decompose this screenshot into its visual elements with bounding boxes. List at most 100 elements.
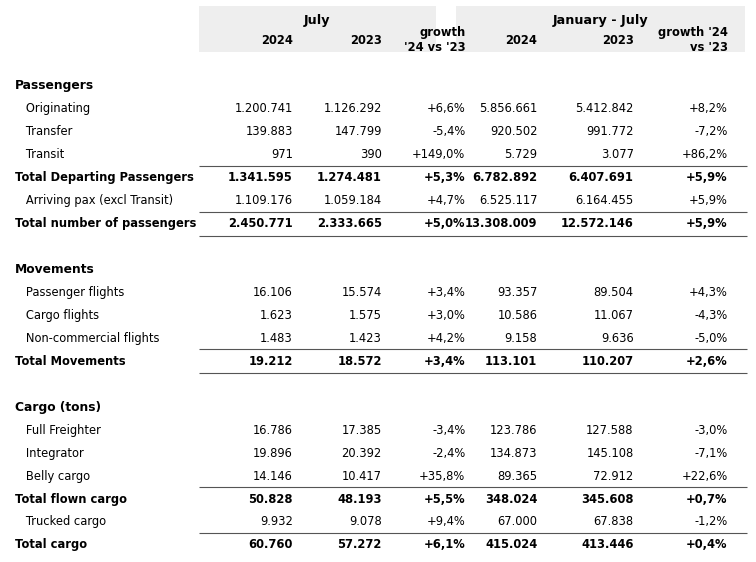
Text: Cargo flights: Cargo flights <box>15 309 99 322</box>
Text: 48.193: 48.193 <box>337 492 382 505</box>
Text: 16.106: 16.106 <box>253 286 293 299</box>
Text: Arriving pax (excl Transit): Arriving pax (excl Transit) <box>15 194 173 207</box>
Text: Total Departing Passengers: Total Departing Passengers <box>15 171 194 184</box>
Text: Transit: Transit <box>15 148 64 161</box>
Text: Passenger flights: Passenger flights <box>15 286 124 299</box>
Text: 13.308.009: 13.308.009 <box>465 217 538 230</box>
Text: Integrator: Integrator <box>15 447 84 460</box>
Text: 9.932: 9.932 <box>260 515 293 528</box>
Text: growth '24
vs '23: growth '24 vs '23 <box>658 26 728 54</box>
Text: +4,2%: +4,2% <box>426 332 466 345</box>
Text: +35,8%: +35,8% <box>419 470 466 483</box>
Text: Transfer: Transfer <box>15 125 73 138</box>
Text: 1.109.176: 1.109.176 <box>234 194 293 207</box>
Text: 971: 971 <box>271 148 293 161</box>
Text: +86,2%: +86,2% <box>682 148 728 161</box>
Text: -3,4%: -3,4% <box>432 424 466 437</box>
Text: 9.078: 9.078 <box>349 515 382 528</box>
Text: Total number of passengers: Total number of passengers <box>15 217 197 230</box>
Text: 5.856.661: 5.856.661 <box>479 102 538 115</box>
Text: 50.828: 50.828 <box>248 492 293 505</box>
Text: Movements: Movements <box>15 263 94 276</box>
Text: Full Freighter: Full Freighter <box>15 424 101 437</box>
Text: 5.412.842: 5.412.842 <box>575 102 634 115</box>
Text: 14.146: 14.146 <box>253 470 293 483</box>
Text: 2024: 2024 <box>506 34 538 47</box>
Text: 113.101: 113.101 <box>485 355 538 368</box>
Text: -3,0%: -3,0% <box>695 424 728 437</box>
Text: 89.504: 89.504 <box>593 286 634 299</box>
Text: 67.838: 67.838 <box>593 515 634 528</box>
Text: +3,4%: +3,4% <box>426 286 466 299</box>
Text: +3,0%: +3,0% <box>426 309 466 322</box>
Text: Total cargo: Total cargo <box>15 538 87 551</box>
Text: 1.423: 1.423 <box>349 332 382 345</box>
Text: +5,5%: +5,5% <box>424 492 466 505</box>
Text: Total flown cargo: Total flown cargo <box>15 492 127 505</box>
Text: 5.729: 5.729 <box>504 148 538 161</box>
Text: 134.873: 134.873 <box>490 447 538 460</box>
Text: 2.450.771: 2.450.771 <box>228 217 293 230</box>
Text: 147.799: 147.799 <box>334 125 382 138</box>
Text: 93.357: 93.357 <box>497 286 538 299</box>
Text: 9.636: 9.636 <box>601 332 634 345</box>
Text: 1.200.741: 1.200.741 <box>234 102 293 115</box>
Text: 139.883: 139.883 <box>246 125 293 138</box>
Text: +8,2%: +8,2% <box>689 102 728 115</box>
Text: +5,3%: +5,3% <box>424 171 466 184</box>
Text: 1.623: 1.623 <box>260 309 293 322</box>
Text: 12.572.146: 12.572.146 <box>561 217 634 230</box>
Text: +5,9%: +5,9% <box>689 194 728 207</box>
Text: 415.024: 415.024 <box>485 538 538 551</box>
Text: -7,1%: -7,1% <box>695 447 728 460</box>
Text: Total Movements: Total Movements <box>15 355 125 368</box>
Text: 345.608: 345.608 <box>581 492 634 505</box>
Text: Trucked cargo: Trucked cargo <box>15 515 106 528</box>
Text: growth
'24 vs '23: growth '24 vs '23 <box>404 26 466 54</box>
Text: 2.333.665: 2.333.665 <box>317 217 382 230</box>
Text: 2023: 2023 <box>602 34 634 47</box>
Text: -5,0%: -5,0% <box>695 332 728 345</box>
Text: 1.483: 1.483 <box>260 332 293 345</box>
Text: Cargo (tons): Cargo (tons) <box>15 401 101 414</box>
Text: Originating: Originating <box>15 102 90 115</box>
Text: 1.274.481: 1.274.481 <box>317 171 382 184</box>
Text: -2,4%: -2,4% <box>432 447 466 460</box>
Text: 348.024: 348.024 <box>485 492 538 505</box>
Text: 17.385: 17.385 <box>342 424 382 437</box>
Text: 10.417: 10.417 <box>342 470 382 483</box>
Text: 1.059.184: 1.059.184 <box>324 194 382 207</box>
Text: +2,6%: +2,6% <box>686 355 728 368</box>
Text: 2023: 2023 <box>350 34 382 47</box>
Text: 15.574: 15.574 <box>342 286 382 299</box>
Text: 991.772: 991.772 <box>586 125 634 138</box>
Text: 2024: 2024 <box>261 34 293 47</box>
Text: 18.572: 18.572 <box>337 355 382 368</box>
Text: Non-commercial flights: Non-commercial flights <box>15 332 160 345</box>
Text: 110.207: 110.207 <box>581 355 634 368</box>
Text: +6,1%: +6,1% <box>423 538 466 551</box>
Text: +5,9%: +5,9% <box>686 171 728 184</box>
Text: 1.126.292: 1.126.292 <box>324 102 382 115</box>
Bar <box>456 6 745 52</box>
Text: 6.407.691: 6.407.691 <box>569 171 634 184</box>
Text: +9,4%: +9,4% <box>426 515 466 528</box>
Text: +4,7%: +4,7% <box>426 194 466 207</box>
Text: 19.896: 19.896 <box>253 447 293 460</box>
Text: +5,0%: +5,0% <box>424 217 466 230</box>
Text: +5,9%: +5,9% <box>686 217 728 230</box>
Text: 390: 390 <box>360 148 382 161</box>
Text: 67.000: 67.000 <box>497 515 538 528</box>
Text: +6,6%: +6,6% <box>426 102 466 115</box>
Text: -1,2%: -1,2% <box>695 515 728 528</box>
Text: 145.108: 145.108 <box>587 447 634 460</box>
Text: 10.586: 10.586 <box>497 309 538 322</box>
Text: 3.077: 3.077 <box>600 148 634 161</box>
Text: 6.164.455: 6.164.455 <box>575 194 634 207</box>
Text: +0,7%: +0,7% <box>686 492 728 505</box>
Text: 123.786: 123.786 <box>490 424 538 437</box>
Text: -4,3%: -4,3% <box>695 309 728 322</box>
Text: 1.575: 1.575 <box>349 309 382 322</box>
Text: July: July <box>304 13 330 26</box>
Text: Belly cargo: Belly cargo <box>15 470 90 483</box>
